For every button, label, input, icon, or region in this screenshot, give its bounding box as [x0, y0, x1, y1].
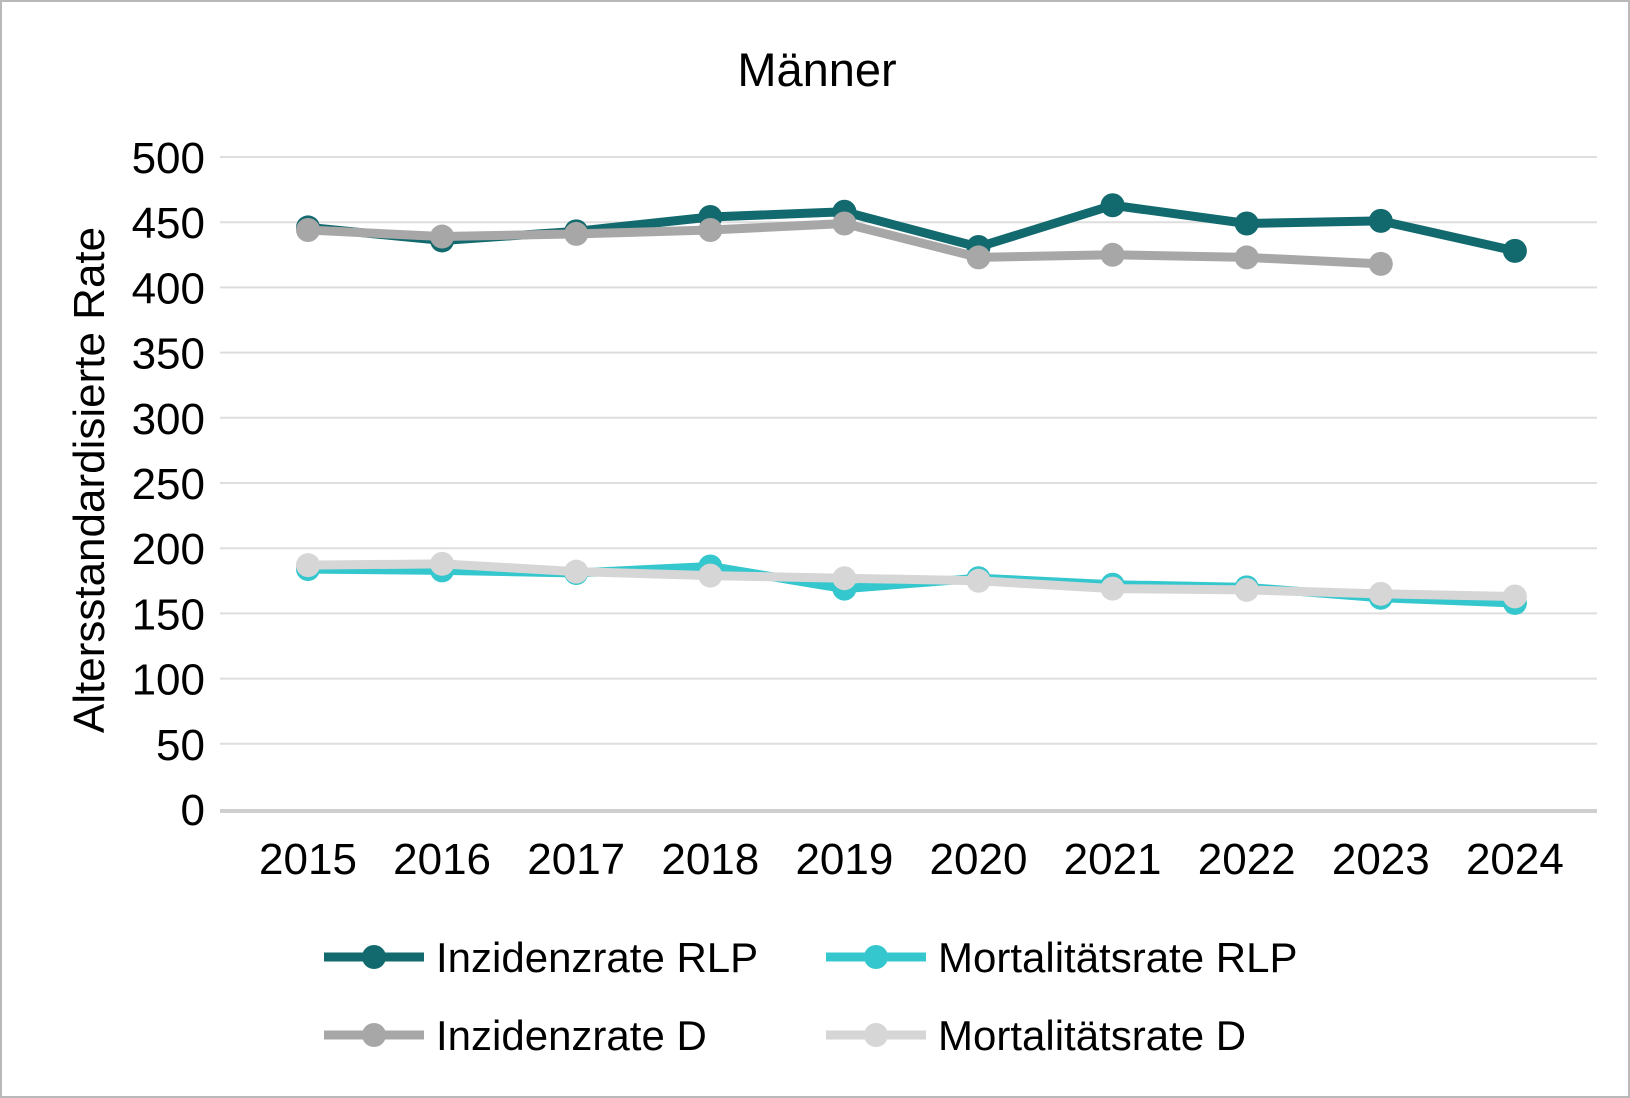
y-tick-label: 300 — [132, 395, 205, 444]
data-point-inzidenzrate-d — [1368, 251, 1393, 276]
data-point-inzidenzrate-rlp — [1502, 238, 1527, 263]
series-line-mortalit-tsrate-rlp — [307, 561, 1516, 608]
data-point-mortalit-tsrate-d — [564, 559, 589, 584]
y-tick-label: 50 — [156, 721, 205, 770]
legend-label-mortalit-tsrate-d: Mortalitätsrate D — [938, 1012, 1246, 1059]
y-tick-label: 150 — [132, 590, 205, 639]
data-point-inzidenzrate-d — [296, 218, 320, 243]
data-point-inzidenzrate-d — [698, 218, 723, 243]
legend-marker-inzidenzrate-rlp — [362, 945, 386, 969]
y-tick-label: 400 — [132, 264, 205, 313]
series-line-mortalit-tsrate-d — [307, 559, 1515, 601]
data-point-mortalit-tsrate-d — [1100, 576, 1125, 601]
legend-label-mortalit-tsrate-rlp: Mortalitätsrate RLP — [938, 934, 1297, 981]
x-tick-label: 2023 — [1332, 835, 1430, 884]
legend-label-inzidenzrate-d: Inzidenzrate D — [436, 1012, 707, 1059]
data-point-inzidenzrate-rlp — [1368, 208, 1393, 233]
x-tick-label: 2019 — [795, 835, 893, 884]
data-point-mortalit-tsrate-d — [430, 551, 455, 576]
data-point-inzidenzrate-d — [1100, 242, 1125, 267]
y-tick-label: 250 — [132, 460, 205, 509]
data-point-mortalit-tsrate-d — [1234, 577, 1259, 602]
y-tick-label: 350 — [132, 330, 205, 379]
data-point-inzidenzrate-d — [1234, 245, 1259, 270]
x-tick-label: 2018 — [661, 835, 759, 884]
x-tick-label: 2017 — [527, 835, 625, 884]
data-point-inzidenzrate-d — [966, 245, 991, 270]
y-tick-label: 0 — [181, 786, 205, 835]
data-point-mortalit-tsrate-d — [1368, 581, 1393, 606]
data-point-mortalit-tsrate-d — [698, 563, 723, 588]
legend-marker-mortalit-tsrate-rlp — [864, 945, 888, 969]
x-tick-label: 2020 — [930, 835, 1028, 884]
data-point-mortalit-tsrate-d — [296, 553, 320, 578]
y-tick-label: 200 — [132, 525, 205, 574]
x-tick-label: 2015 — [259, 835, 357, 884]
data-point-mortalit-tsrate-d — [966, 568, 991, 593]
data-point-mortalit-tsrate-d — [832, 566, 857, 591]
legend-marker-inzidenzrate-d — [362, 1023, 386, 1047]
x-tick-label: 2022 — [1198, 835, 1296, 884]
y-tick-label: 100 — [132, 656, 205, 705]
data-point-inzidenzrate-rlp — [1100, 193, 1125, 218]
data-point-inzidenzrate-rlp — [1234, 211, 1259, 236]
y-tick-label: 500 — [132, 134, 205, 183]
x-tick-label: 2024 — [1466, 835, 1564, 884]
data-point-inzidenzrate-d — [564, 221, 589, 246]
data-point-inzidenzrate-d — [832, 211, 857, 236]
data-point-mortalit-tsrate-d — [1502, 584, 1527, 609]
y-tick-label: 450 — [132, 199, 205, 248]
chart-title: Männer — [737, 43, 897, 96]
x-tick-label: 2016 — [393, 835, 491, 884]
legend-marker-mortalit-tsrate-d — [864, 1023, 888, 1047]
legend-label-inzidenzrate-rlp: Inzidenzrate RLP — [436, 934, 758, 981]
x-tick-label: 2021 — [1064, 835, 1162, 884]
data-point-inzidenzrate-d — [430, 224, 455, 249]
